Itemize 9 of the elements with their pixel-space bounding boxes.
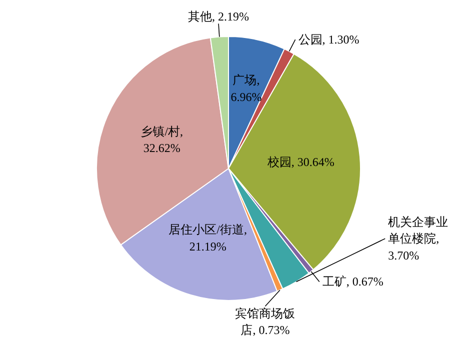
slice-label: 乡镇/村, 32.62% [140, 124, 184, 156]
slice-label: 其他, 2.19% [188, 10, 250, 24]
slice-label: 工矿, 0.67% [322, 274, 384, 289]
slice-label: 校园, 30.64% [266, 155, 334, 170]
slice-label: 宾馆商场饭店, 0.73% [235, 306, 296, 338]
slice-label: 广场, 6.96% [230, 73, 262, 104]
slice-label: 公园, 1.30% [298, 32, 360, 47]
slice-label: 居住小区/街道, 21.19% [168, 222, 248, 254]
slice-label: 机关企事业单位楼院, 3.70% [388, 214, 448, 262]
